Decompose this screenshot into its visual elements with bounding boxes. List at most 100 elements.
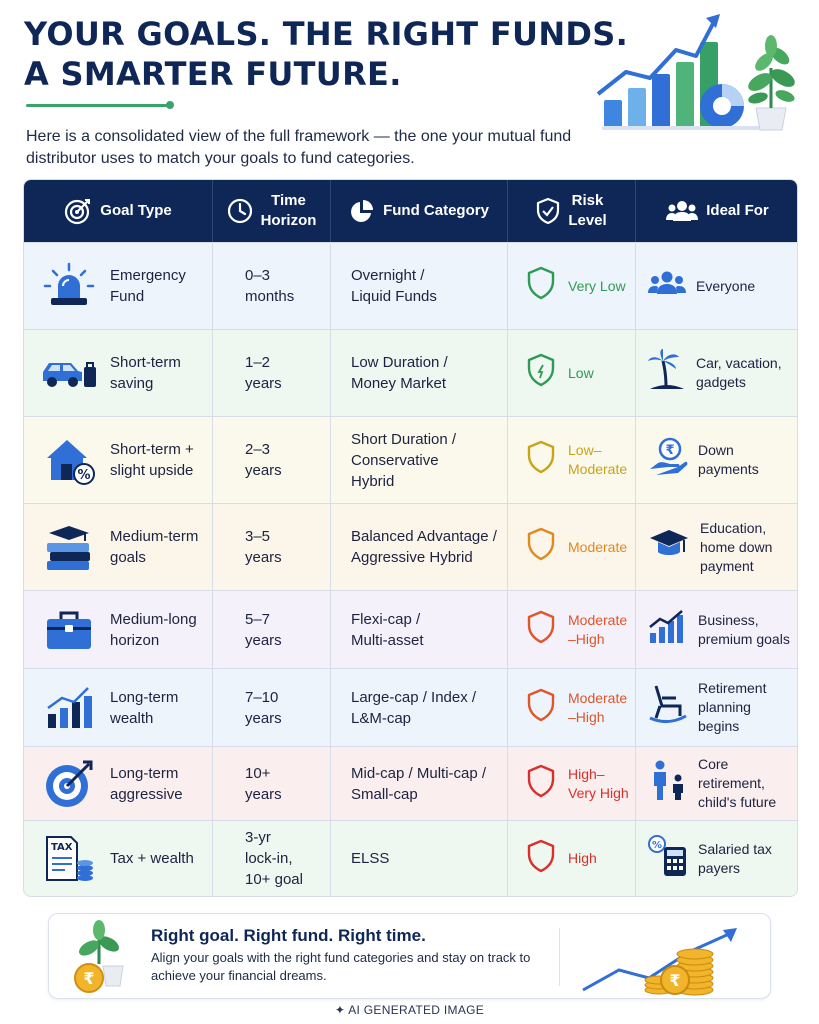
goal-type-cell: Medium-term goals bbox=[24, 504, 213, 590]
ideal-for-text: Car, vacation, gadgets bbox=[696, 355, 782, 390]
risk-level-text: Moderate –High bbox=[568, 689, 628, 725]
tax-document-icon: TAX bbox=[40, 835, 98, 883]
fund-category-cell: Overnight / Liquid Funds bbox=[331, 243, 508, 329]
goals-funds-table: Goal Type Time Horizon Fund Category Ris… bbox=[23, 179, 798, 897]
target-arrow-icon bbox=[40, 760, 98, 808]
table-row: Long-term wealth 7–10 years Large-cap / In… bbox=[24, 668, 797, 746]
risk-level-text: Low– Moderate bbox=[568, 442, 628, 477]
fund-category-cell: ELSS bbox=[331, 821, 508, 896]
column-header-label: Goal Type bbox=[100, 202, 172, 219]
column-header-label: Risk Level bbox=[568, 192, 607, 229]
house-percent-icon: % bbox=[40, 436, 98, 485]
goal-type-text: Emergency Fund bbox=[110, 267, 186, 305]
ideal-for-text: Retirement planning begins bbox=[698, 680, 767, 734]
svg-text:%: % bbox=[77, 468, 90, 483]
risk-level-text: Low bbox=[568, 364, 594, 381]
column-header-label: Time Horizon bbox=[260, 192, 317, 229]
calculator-icon: % bbox=[648, 834, 688, 883]
table-row: Medium-term goals 3–5 years Balanced Advan… bbox=[24, 503, 797, 590]
fund-category-cell: Mid-cap / Multi-cap / Small-cap bbox=[331, 747, 508, 820]
ideal-for-text: Core retirement, child's future bbox=[698, 756, 777, 810]
svg-text:₹: ₹ bbox=[83, 969, 94, 988]
table-body: Emergency Fund 0–3 months Overnight / Liqu… bbox=[24, 242, 797, 896]
risk-level-text: Moderate bbox=[568, 538, 628, 555]
goal-type-text: Medium-term goals bbox=[110, 528, 199, 566]
svg-text:₹: ₹ bbox=[669, 971, 680, 990]
svg-text:₹: ₹ bbox=[665, 443, 674, 458]
risk-level-text: High– Very High bbox=[568, 765, 629, 801]
goal-type-cell: Short-term saving bbox=[24, 330, 213, 416]
clock-icon bbox=[227, 198, 252, 224]
time-horizon-cell: 0–3 months bbox=[213, 243, 331, 329]
goal-type-text: Long-term wealth bbox=[110, 688, 179, 727]
title-underline bbox=[26, 101, 174, 109]
growth-chart-plant-illustration bbox=[596, 14, 795, 131]
people-icon bbox=[666, 201, 699, 221]
briefcase-icon bbox=[40, 606, 98, 654]
table-row: Short-term saving 1–2 years Low Duration /… bbox=[24, 329, 797, 416]
time-horizon-cell: 3–5 years bbox=[213, 504, 331, 590]
risk-level-cell: Low– Moderate bbox=[508, 417, 636, 503]
shield-icon bbox=[526, 764, 556, 804]
ideal-for-cell: % Salaried tax payers bbox=[636, 821, 797, 896]
time-horizon-cell: 10+ years bbox=[213, 747, 331, 820]
time-horizon-cell: 5–7 years bbox=[213, 591, 331, 668]
goal-type-cell: % Short-term + slight upside bbox=[24, 417, 213, 503]
shield-icon bbox=[526, 266, 556, 306]
goal-type-cell: Long-term wealth bbox=[24, 669, 213, 746]
shield-icon bbox=[526, 610, 556, 650]
risk-level-cell: Very Low bbox=[508, 243, 636, 329]
time-horizon-cell: 2–3 years bbox=[213, 417, 331, 503]
goal-type-text: Medium-long horizon bbox=[110, 610, 197, 649]
risk-level-cell: Moderate bbox=[508, 504, 636, 590]
target-icon bbox=[65, 199, 91, 225]
column-header-time-horizon: Time Horizon bbox=[213, 180, 331, 242]
table-header: Goal Type Time Horizon Fund Category Ris… bbox=[24, 180, 797, 242]
people-icon bbox=[648, 270, 686, 302]
time-horizon-cell: 1–2 years bbox=[213, 330, 331, 416]
car-luggage-icon bbox=[40, 349, 98, 397]
footer-subtext: Align your goals with the right fund cat… bbox=[151, 950, 531, 983]
goal-type-text: Tax + wealth bbox=[110, 850, 194, 867]
column-header-label: Fund Category bbox=[383, 202, 489, 219]
shield-check-icon bbox=[537, 197, 560, 225]
ideal-for-cell: Everyone bbox=[636, 243, 797, 329]
coins-growth-icon: ₹ bbox=[582, 928, 737, 996]
title-line-2: A SMARTER FUTURE. bbox=[24, 55, 402, 93]
table-row: Medium-long horizon 5–7 years Flexi-cap / … bbox=[24, 590, 797, 668]
ideal-for-cell: ₹ Down payments bbox=[636, 417, 797, 503]
ideal-for-text: Everyone bbox=[696, 277, 756, 294]
column-header-ideal-for: Ideal For bbox=[636, 180, 797, 242]
page-title: YOUR GOALS. THE RIGHT FUNDS. A SMARTER F… bbox=[24, 14, 628, 94]
fund-category-cell: Short Duration / Conservative Hybrid bbox=[331, 417, 508, 503]
growth-chart-icon bbox=[648, 609, 688, 651]
siren-icon bbox=[40, 262, 98, 310]
ideal-for-text: Salaried tax payers bbox=[698, 840, 772, 876]
coin-plant-icon: ₹ bbox=[74, 920, 124, 993]
fund-category-cell: Balanced Advantage / Aggressive Hybrid bbox=[331, 504, 508, 590]
ai-generated-label: ✦ AI GENERATED IMAGE bbox=[334, 1003, 485, 1017]
pie-chart-icon bbox=[351, 200, 374, 222]
goal-type-cell: Medium-long horizon bbox=[24, 591, 213, 668]
graduation-cap-icon bbox=[648, 526, 690, 568]
risk-level-text: High bbox=[568, 850, 597, 866]
shield-icon bbox=[526, 353, 556, 393]
svg-text:TAX: TAX bbox=[51, 842, 73, 853]
hand-rupee-icon: ₹ bbox=[648, 437, 688, 483]
column-header-goal-type: Goal Type bbox=[24, 180, 213, 242]
shield-icon bbox=[526, 527, 556, 567]
column-header-risk-level: Risk Level bbox=[508, 180, 636, 242]
risk-level-cell: Low bbox=[508, 330, 636, 416]
bar-chart-icon bbox=[40, 684, 98, 732]
ideal-for-cell: Education, home down payment bbox=[636, 504, 797, 590]
goal-type-text: Short-term saving bbox=[110, 354, 181, 392]
goal-type-cell: TAX Tax + wealth bbox=[24, 821, 213, 896]
footer-divider bbox=[559, 928, 560, 986]
intro-text: Here is a consolidated view of the full … bbox=[26, 128, 572, 167]
ideal-for-text: Down payments bbox=[698, 442, 759, 477]
risk-level-cell: High– Very High bbox=[508, 747, 636, 820]
ideal-for-cell: Car, vacation, gadgets bbox=[636, 330, 797, 416]
risk-level-cell: High bbox=[508, 821, 636, 896]
risk-level-text: Very Low bbox=[568, 277, 626, 294]
books-icon bbox=[40, 523, 98, 571]
